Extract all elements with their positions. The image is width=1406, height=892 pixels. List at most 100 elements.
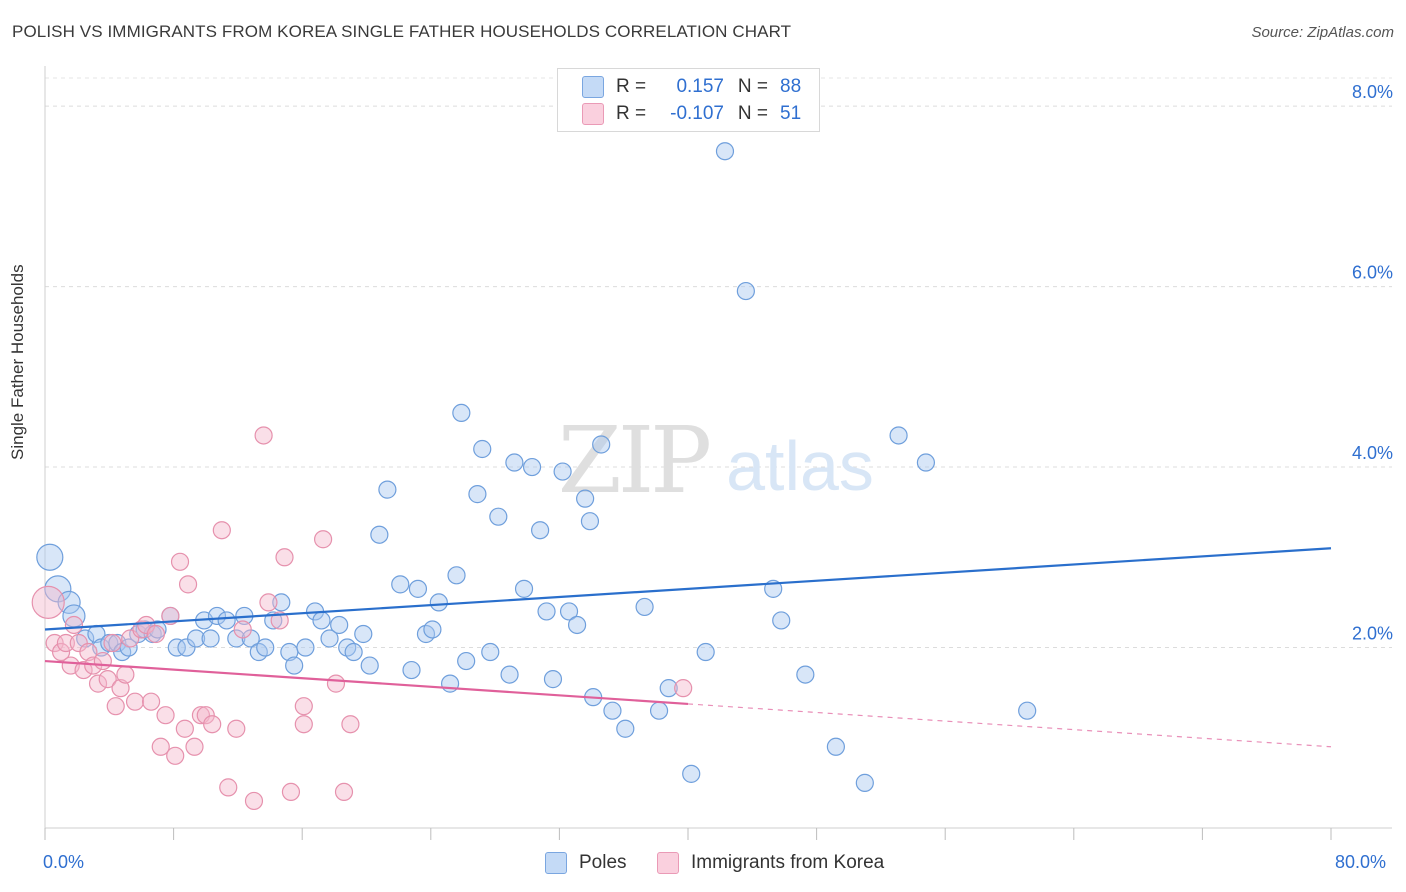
x-tick-label-min: 0.0% [43,852,85,872]
watermark-atlas: atlas [726,427,874,505]
legend-r-value: -0.107 [670,103,724,124]
poles-trendline [44,547,1332,631]
poles-point [736,281,755,301]
korea-point [31,585,65,620]
poles-point [772,611,791,630]
poles-point [916,453,936,472]
poles-point [580,512,600,531]
korea-point [326,674,346,693]
poles-point [537,602,556,621]
korea-point [125,692,145,711]
korea-point [98,670,117,689]
poles-point [378,480,397,499]
poles-point [855,773,874,792]
korea-point [151,737,170,756]
series-poles [36,142,1037,792]
y-tick-label: 8.0% [1352,82,1393,102]
poles-point [36,543,64,571]
korea-point [116,665,135,684]
legend-r-label: R = [616,76,647,97]
poles-point [344,642,363,662]
poles-point [635,597,654,617]
poles-point [320,629,339,648]
korea-trendline [44,659,689,706]
legend-n-label: N = [737,103,768,124]
legend-n-value: 88 [780,76,802,97]
korea-point [56,633,75,653]
legend-item-poles: Poles [545,852,627,874]
legend-r-label: R = [616,103,647,124]
x-tick-label-max: 80.0% [1335,852,1387,872]
y-tick-label: 4.0% [1352,443,1393,463]
poles-point [1018,701,1037,720]
poles-point [696,642,715,662]
korea-point [166,746,185,765]
legend-swatch-poles [582,76,604,98]
legend-n-label: N = [737,76,768,97]
poles-point [447,566,466,585]
correlation-legend: R = 0.157 N = 88 R = -0.107 N = 51 [557,68,820,132]
poles-point [354,624,373,644]
poles-point [659,679,678,698]
korea-point [259,593,278,612]
poles-point [616,719,635,738]
poles-point [592,435,611,454]
korea-point [212,521,231,540]
korea-point [294,715,313,734]
korea-point [178,575,198,594]
korea-point [227,719,246,738]
korea-point [233,620,252,639]
poles-point [553,462,572,481]
korea-point [64,615,84,635]
poles-point [576,489,595,508]
korea-point [146,624,166,644]
legend-swatch-korea [657,852,679,874]
korea-point [341,715,360,734]
poles-point [457,651,476,671]
legend-item-korea: Immigrants from Korea [657,852,884,874]
legend-row-poles: R = 0.157 N = 88 [582,75,801,99]
korea-point [170,552,190,571]
poles-point [500,665,519,684]
poles-point [473,439,492,459]
korea-point [74,660,93,680]
legend-r-value: 0.157 [676,76,724,97]
poles-point [440,674,460,693]
poles-point [559,602,579,621]
poles-point [201,629,220,648]
poles-point [423,620,442,639]
legend-label-korea: Immigrants from Korea [691,852,885,873]
poles-point [285,656,304,675]
poles-point [489,507,508,526]
poles-point [649,701,669,720]
korea-trendline-extension [687,703,1332,748]
poles-point [312,611,331,630]
korea-point [88,674,108,693]
poles-point [452,403,471,423]
poles-point [682,764,701,783]
series-korea [31,426,693,811]
poles-point [330,615,349,635]
poles-point [391,575,410,594]
poles-point [796,665,815,684]
source-label: Source: ZipAtlas.com [1251,24,1394,41]
legend-swatch-poles [545,852,567,874]
korea-point [313,530,333,549]
poles-point [505,453,524,472]
chart-title: POLISH VS IMMIGRANTS FROM KOREA SINGLE F… [12,22,792,41]
korea-point [270,611,289,630]
poles-point [296,638,315,657]
korea-point [185,737,204,756]
poles-point [603,701,622,720]
legend-n-value: 51 [780,103,802,124]
poles-point [360,656,379,675]
korea-point [254,426,273,445]
korea-point [175,719,194,738]
korea-point [93,651,112,671]
poles-point [402,660,421,680]
poles-point [429,593,448,612]
korea-point [196,706,215,725]
poles-point [826,737,845,756]
poles-point [889,426,908,445]
